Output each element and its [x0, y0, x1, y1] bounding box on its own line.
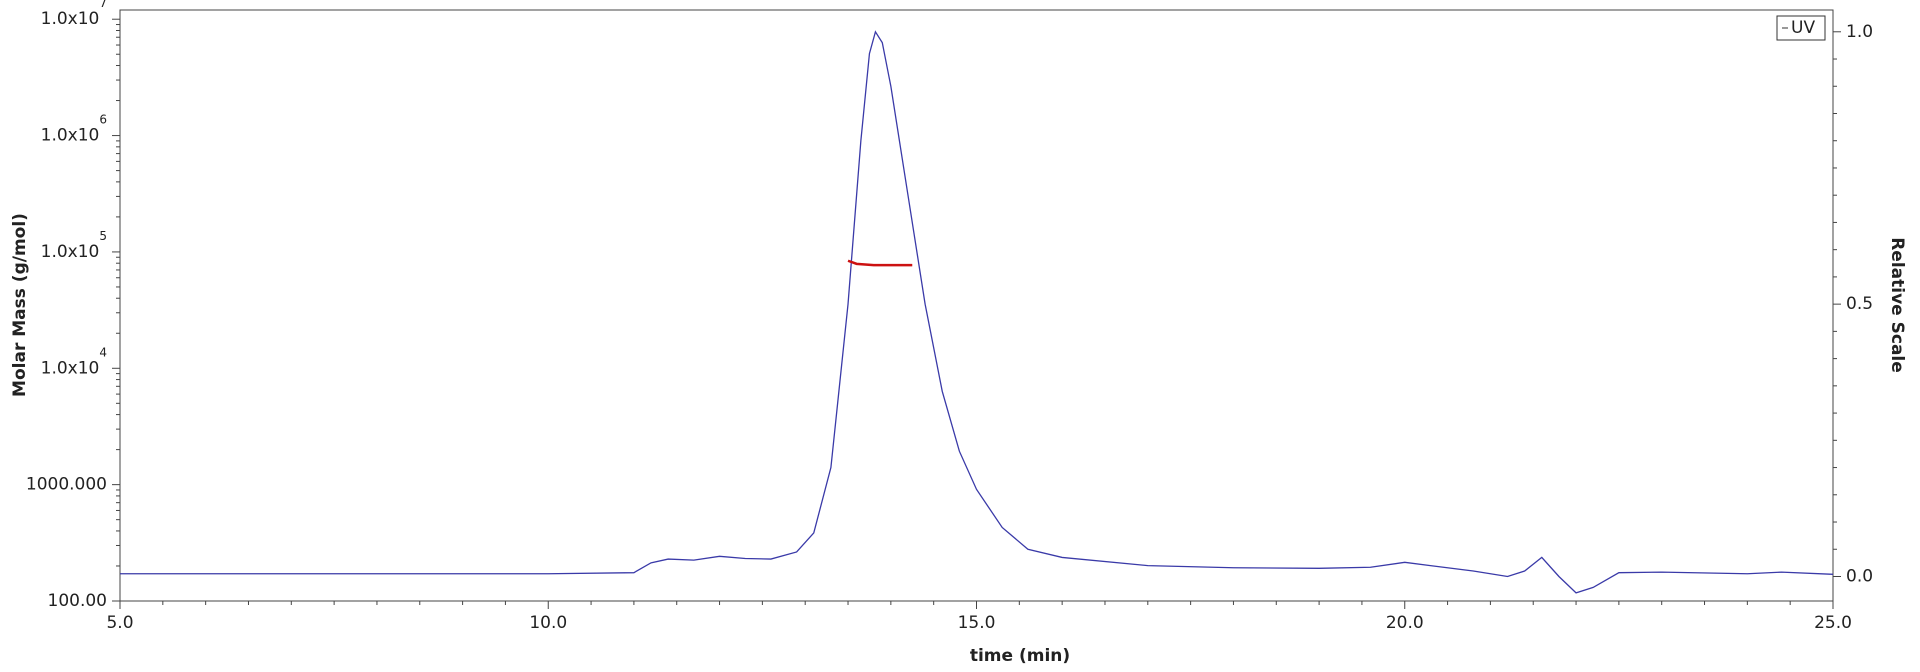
y-tick-label-exponent: 6: [99, 112, 107, 126]
series-line: [847, 259, 913, 267]
x-tick-label: 20.0: [1386, 613, 1424, 633]
y2-tick-label: 0.0: [1846, 566, 1873, 586]
y-tick-label-base: 1.0x10: [41, 9, 100, 29]
x-tick-label: 25.0: [1814, 613, 1852, 633]
y-tick-label-base: 1000.000: [26, 475, 107, 495]
y-tick-label-base: 1.0x10: [41, 126, 100, 146]
y-tick-label: 1.0x106: [41, 112, 107, 146]
x-tick-label: 15.0: [958, 613, 996, 633]
y-tick-label: 100.00: [48, 591, 107, 611]
y-tick-label: 1.0x107: [41, 0, 107, 29]
y2-tick-label: 1.0: [1846, 22, 1873, 42]
y-tick-label-base: 1.0x10: [41, 242, 100, 262]
y-tick-label-base: 1.0x10: [41, 358, 100, 378]
y-tick-label-exponent: 5: [99, 228, 107, 242]
y2-tick-label: 0.5: [1846, 294, 1873, 314]
y-tick-label-base: 100.00: [48, 591, 107, 611]
y-tick-label: 1.0x105: [41, 228, 107, 261]
legend-label: UV: [1791, 18, 1815, 38]
x-tick-label: 10.0: [529, 613, 567, 633]
y-tick-label: 1.0x104: [41, 345, 107, 379]
x-axis-label: time (min): [970, 646, 1070, 666]
y-tick-label: 1000.000: [26, 475, 107, 495]
y-tick-label-exponent: 4: [99, 345, 107, 359]
y-tick-label-exponent: 7: [99, 0, 107, 10]
x-tick-label: 5.0: [106, 613, 133, 633]
plot-frame: [119, 9, 1834, 602]
series-line: [120, 30, 1834, 594]
y2-axis-label: Relative Scale: [1887, 237, 1907, 373]
legend: UV: [1776, 15, 1826, 41]
y-axis-label: Molar Mass (g/mol): [10, 213, 30, 397]
